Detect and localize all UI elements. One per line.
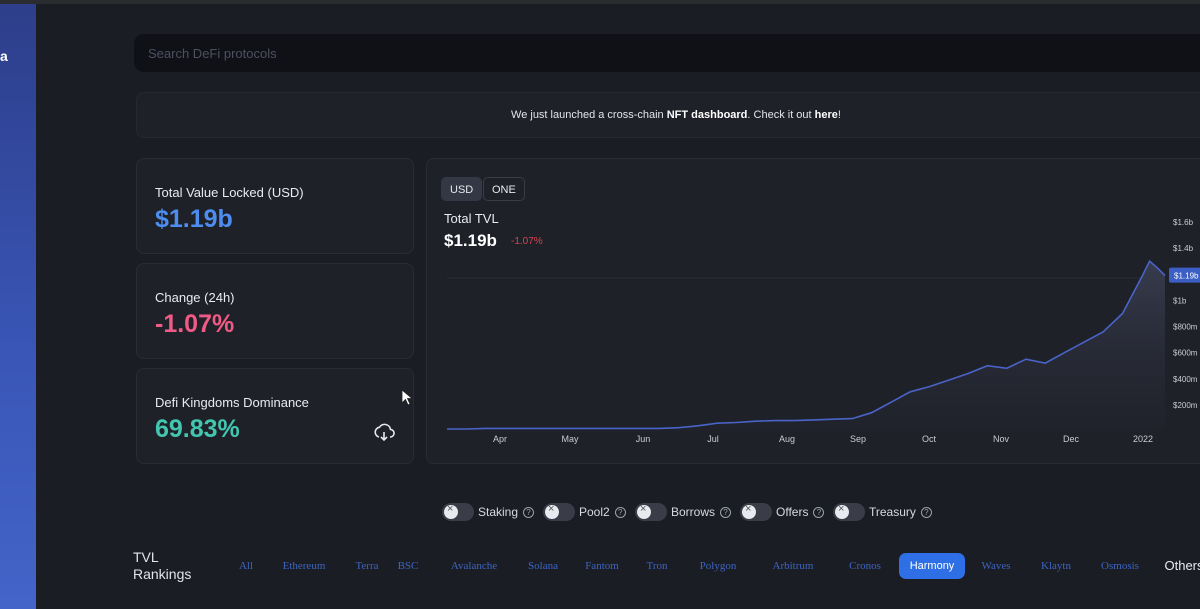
current-value-marker [1169, 267, 1200, 283]
y-tick-label: $1.6b [1173, 218, 1194, 227]
filter-label: Pool2 [579, 505, 610, 519]
filter-toggle-offers[interactable]: Offers? [740, 502, 825, 522]
help-icon[interactable]: ? [720, 506, 732, 518]
sidebar-logo[interactable]: a [0, 48, 8, 64]
help-icon[interactable]: ? [813, 506, 825, 518]
help-icon[interactable]: ? [920, 506, 932, 518]
x-tick-label: Apr [493, 434, 507, 444]
x-tick-label: Oct [922, 434, 937, 444]
help-icon[interactable]: ? [614, 506, 626, 518]
y-tick-label: $1.4b [1173, 244, 1194, 253]
stat-card-tvl: Total Value Locked (USD) $1.19b [136, 158, 414, 254]
x-tick-label: Aug [779, 434, 795, 444]
chain-tab-fantom[interactable]: Fantom [585, 560, 619, 572]
stat-value: $1.19b [155, 205, 233, 233]
stat-card-dominance: Defi Kingdoms Dominance 69.83% [136, 368, 414, 464]
filter-toggle-staking[interactable]: Staking? [442, 502, 535, 522]
chain-tab-arbitrum[interactable]: Arbitrum [772, 560, 814, 572]
chain-tab-klaytn[interactable]: Klaytn [1041, 560, 1071, 572]
x-tick-label: Dec [1063, 434, 1080, 444]
chain-tab-harmony[interactable]: Harmony [899, 553, 965, 579]
banner-highlight: NFT dashboard [666, 109, 748, 121]
filter-toggle-borrows[interactable]: Borrows? [635, 502, 732, 522]
stat-label: Total Value Locked (USD) [155, 185, 304, 200]
tvl-chart-card: USD ONE Total TVL $1.19b -1.07% Apr May Ju… [426, 158, 1200, 464]
chart-title: Total TVL [444, 211, 499, 226]
stat-label: Change (24h) [155, 290, 235, 305]
stat-card-change: Change (24h) -1.07% [136, 263, 414, 359]
chart-change: -1.07% [511, 236, 543, 247]
tvl-series-line [447, 259, 1166, 430]
filter-label: Borrows [671, 505, 716, 519]
chain-tab-ethereum[interactable]: Ethereum [282, 560, 326, 572]
chain-tab-cronos[interactable]: Cronos [849, 560, 881, 572]
chain-tab-waves[interactable]: Waves [981, 560, 1011, 572]
x-tick-label: Jun [636, 434, 651, 444]
download-icon[interactable] [373, 423, 395, 443]
toggle-switch[interactable] [543, 503, 575, 521]
banner-text-before: We just launched a cross-chain [511, 109, 667, 121]
mouse-cursor-icon [401, 389, 413, 406]
x-tick-label: Sep [850, 434, 866, 444]
rankings-title: TVL Rankings [133, 549, 191, 583]
x-tick-label: 2022 [1133, 434, 1153, 444]
chain-tab-solana[interactable]: Solana [528, 560, 558, 572]
chain-tab-bsc[interactable]: BSC [397, 560, 419, 572]
stat-value: -1.07% [155, 310, 235, 338]
toggle-switch[interactable] [442, 503, 474, 521]
filter-label: Treasury [869, 505, 916, 519]
y-tick-label: $200m [1173, 401, 1198, 410]
currency-toggle-usd[interactable]: USD [441, 177, 483, 201]
toggle-knob [637, 503, 651, 519]
announcement-banner: We just launched a cross-chain NFT dashb… [136, 92, 1200, 138]
toggle-switch[interactable] [833, 503, 865, 521]
chain-tab-polygon[interactable]: Polygon [699, 560, 737, 572]
rankings-title-line1: TVL [133, 549, 159, 565]
toggle-knob [742, 503, 756, 519]
top-border [0, 0, 1200, 4]
filter-toggle-pool2[interactable]: Pool2? [543, 502, 626, 522]
banner-link[interactable]: here [814, 109, 838, 121]
toggle-knob [444, 503, 458, 519]
chain-tab-terra[interactable]: Terra [355, 560, 379, 572]
help-icon[interactable]: ? [523, 506, 535, 518]
x-tick-label: Jul [707, 434, 719, 444]
y-tick-label: $600m [1173, 349, 1198, 358]
filter-label: Offers [776, 505, 809, 519]
toggle-knob [835, 503, 849, 519]
filter-toggle-treasury[interactable]: Treasury? [833, 502, 932, 522]
tvl-area-fill [447, 261, 1165, 431]
search-input[interactable] [134, 34, 1200, 72]
chain-tab-avalanche[interactable]: Avalanche [450, 560, 498, 572]
chain-tab-osmosis[interactable]: Osmosis [1101, 560, 1139, 572]
x-tick-label: Nov [993, 434, 1010, 444]
chain-tab-tron[interactable]: Tron [646, 560, 668, 572]
stat-value: 69.83% [155, 415, 240, 443]
y-tick-label: $1b [1173, 296, 1187, 305]
sidebar: a [0, 4, 36, 609]
chain-tab-others[interactable]: Others [1164, 558, 1200, 573]
chart-value: $1.19b [444, 231, 497, 250]
filter-label: Staking [478, 505, 519, 519]
chain-tab-all[interactable]: All [238, 560, 254, 572]
stat-label: Defi Kingdoms Dominance [155, 395, 309, 410]
banner-text-middle: . Check it out [747, 109, 815, 121]
x-tick-label: May [561, 434, 579, 444]
tvl-area-chart[interactable]: Apr May Jun Jul Aug Sep Oct Nov Dec 2022 $1.6b $1.4… [427, 159, 1200, 465]
toggle-switch[interactable] [740, 503, 772, 521]
y-tick-label: $400m [1173, 375, 1198, 384]
toggle-switch[interactable] [635, 503, 667, 521]
toggle-knob [545, 503, 559, 519]
y-tick-label: $800m [1173, 323, 1198, 332]
rankings-title-line2: Rankings [133, 566, 192, 582]
y-tick-label: $1.19b [1174, 272, 1199, 281]
currency-toggle-one[interactable]: ONE [483, 177, 525, 201]
banner-text-after: ! [837, 109, 841, 121]
